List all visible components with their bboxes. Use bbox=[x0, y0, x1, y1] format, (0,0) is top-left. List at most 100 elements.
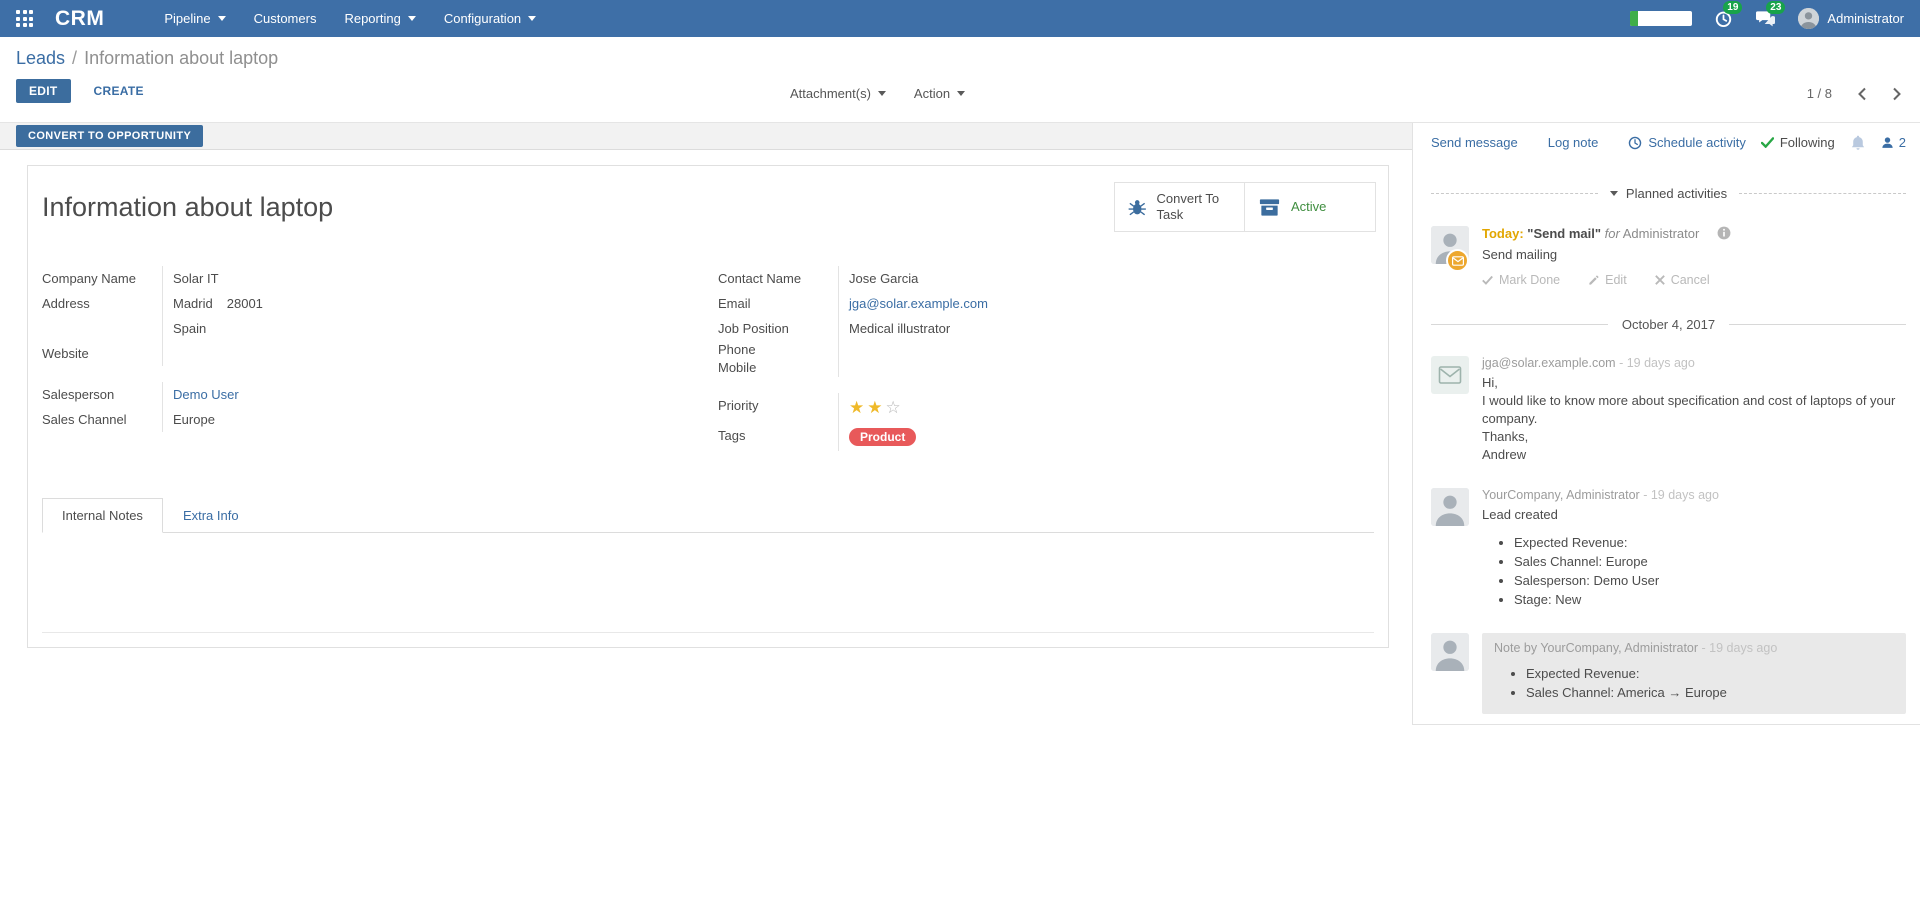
website-label: Website bbox=[42, 346, 89, 361]
chatter: Send message Log note Schedule activity … bbox=[1412, 123, 1920, 902]
following-button[interactable]: Following bbox=[1760, 135, 1835, 150]
messages-systray-button[interactable]: 23 bbox=[1755, 1, 1786, 28]
chevron-down-icon bbox=[407, 16, 416, 21]
breadcrumb-separator: / bbox=[72, 48, 78, 68]
schedule-activity-button[interactable]: Schedule activity bbox=[1628, 135, 1746, 150]
tracking-item: Stage: New bbox=[1514, 590, 1906, 609]
lead-title: Information about laptop bbox=[42, 192, 334, 222]
user-avatar bbox=[1798, 8, 1820, 29]
content-area: CONVERT TO OPPORTUNITY Information about… bbox=[0, 122, 1920, 902]
attachments-dropdown[interactable]: Attachment(s) bbox=[790, 86, 886, 101]
pencil-icon bbox=[1589, 274, 1599, 285]
message-header: YourCompany, Administrator - 19 days ago bbox=[1482, 488, 1906, 502]
contact-group: Contact Name Jose Garcia Email jga@solar… bbox=[718, 266, 1362, 377]
message-text: Hi, I would like to know more about spec… bbox=[1482, 374, 1906, 464]
main-menu: Pipeline Customers Reporting Configurati… bbox=[150, 0, 550, 37]
date-divider-label: October 4, 2017 bbox=[1621, 317, 1716, 332]
activity-cancel-label: Cancel bbox=[1670, 273, 1710, 287]
contact-name-label: Contact Name bbox=[718, 271, 802, 286]
mark-done-button[interactable]: Mark Done bbox=[1482, 273, 1560, 287]
planned-activities-label: Planned activities bbox=[1625, 186, 1728, 201]
tags-value: Product bbox=[838, 423, 1362, 451]
chat-bubbles-icon bbox=[1756, 11, 1776, 27]
convert-to-opportunity-button[interactable]: CONVERT TO OPPORTUNITY bbox=[16, 125, 204, 147]
priority-label: Priority bbox=[718, 398, 759, 413]
user-menu[interactable]: Administrator bbox=[1798, 8, 1904, 29]
mark-done-label: Mark Done bbox=[1499, 273, 1561, 287]
address-zip: 28001 bbox=[226, 296, 263, 311]
bell-icon[interactable] bbox=[1851, 135, 1865, 150]
breadcrumb: Leads / Information about laptop bbox=[16, 48, 1904, 69]
address-country: Spain bbox=[162, 316, 686, 341]
tab-extra-info[interactable]: Extra Info bbox=[163, 498, 259, 533]
left-column: Company Name Solar IT Address Madrid 2800… bbox=[42, 266, 686, 467]
star-icon[interactable]: ★ bbox=[849, 398, 868, 417]
create-button[interactable]: CREATE bbox=[93, 84, 144, 98]
internal-notes-content[interactable] bbox=[42, 533, 1374, 633]
salesperson-link[interactable]: Demo User bbox=[173, 387, 239, 402]
form-field-groups: Company Name Solar IT Address Madrid 2800… bbox=[42, 266, 1362, 467]
menu-customers-label: Customers bbox=[253, 11, 317, 26]
address-city: Madrid bbox=[173, 296, 213, 311]
menu-customers[interactable]: Customers bbox=[240, 0, 331, 37]
email-activity-badge bbox=[1446, 249, 1469, 272]
user-name-label: Administrator bbox=[1827, 11, 1904, 26]
convert-to-task-label: Convert To Task bbox=[1156, 191, 1220, 222]
email-link[interactable]: jga@solar.example.com bbox=[849, 296, 988, 311]
clock-icon bbox=[1716, 11, 1732, 27]
archive-box-icon bbox=[1259, 198, 1280, 216]
date-divider: October 4, 2017 bbox=[1431, 317, 1906, 332]
followers-button[interactable]: 2 bbox=[1881, 135, 1906, 150]
phone-value bbox=[838, 341, 1362, 359]
right-column: Contact Name Jose Garcia Email jga@solar… bbox=[718, 266, 1362, 467]
avatar bbox=[1431, 488, 1469, 526]
activity-details: Today: "Send mail" for Administrator Sen… bbox=[1482, 226, 1731, 287]
edit-button[interactable]: EDIT bbox=[16, 79, 71, 103]
chevron-down-icon bbox=[1609, 191, 1618, 196]
log-note-button[interactable]: Log note bbox=[1547, 135, 1599, 150]
info-icon[interactable] bbox=[1717, 226, 1731, 240]
envelope-icon bbox=[1451, 255, 1464, 266]
tab-internal-notes[interactable]: Internal Notes bbox=[42, 498, 163, 533]
pager-value[interactable]: 1 / 8 bbox=[1806, 86, 1832, 101]
followers-count: 2 bbox=[1898, 135, 1906, 150]
planned-activities-toggle[interactable]: Planned activities bbox=[1431, 186, 1906, 201]
action-label: Action bbox=[913, 86, 951, 101]
app-brand[interactable]: CRM bbox=[55, 6, 105, 30]
message-line: Hi, bbox=[1482, 375, 1498, 390]
usage-progress-bar[interactable] bbox=[1630, 11, 1693, 26]
convert-to-task-button[interactable]: Convert To Task bbox=[1115, 183, 1245, 231]
message-time: - 19 days ago bbox=[1643, 488, 1719, 502]
message-line: I would like to know more about specific… bbox=[1482, 393, 1896, 426]
activities-systray-button[interactable]: 19 bbox=[1714, 1, 1743, 28]
message-lead-created: YourCompany, Administrator - 19 days ago… bbox=[1431, 488, 1906, 609]
address-city-zip: Madrid 28001 bbox=[162, 291, 686, 316]
sales-channel-value: Europe bbox=[162, 407, 686, 432]
star-icon[interactable]: ★ bbox=[867, 398, 886, 417]
active-toggle-button[interactable]: Active bbox=[1245, 183, 1375, 231]
action-dropdown[interactable]: Action bbox=[913, 86, 966, 101]
message-email: jga@solar.example.com - 19 days ago Hi, … bbox=[1431, 356, 1906, 464]
menu-reporting[interactable]: Reporting bbox=[330, 0, 429, 37]
activity-edit-button[interactable]: Edit bbox=[1588, 273, 1627, 287]
address-label-spacer bbox=[42, 316, 162, 341]
breadcrumb-current: Information about laptop bbox=[84, 48, 279, 68]
avatar bbox=[1431, 633, 1469, 671]
messages-count-badge: 23 bbox=[1766, 1, 1786, 14]
priority-stars[interactable]: ★★☆ bbox=[838, 393, 1362, 423]
bug-icon bbox=[1128, 199, 1147, 215]
menu-configuration[interactable]: Configuration bbox=[430, 0, 550, 37]
tag-product: Product bbox=[849, 428, 917, 446]
email-label: Email bbox=[718, 296, 751, 311]
breadcrumb-leads-link[interactable]: Leads bbox=[16, 48, 66, 68]
pager-previous-button[interactable] bbox=[1857, 87, 1867, 101]
contact-name-value: Jose Garcia bbox=[838, 266, 1362, 291]
star-icon[interactable]: ☆ bbox=[885, 398, 904, 417]
menu-pipeline[interactable]: Pipeline bbox=[150, 0, 239, 37]
apps-grid-icon[interactable] bbox=[16, 10, 33, 27]
pager-next-button[interactable] bbox=[1892, 87, 1902, 101]
send-message-button[interactable]: Send message bbox=[1431, 135, 1518, 150]
salesperson-value: Demo User bbox=[162, 382, 686, 407]
message-text: Lead created bbox=[1482, 507, 1558, 522]
activity-cancel-button[interactable]: Cancel bbox=[1654, 273, 1710, 287]
